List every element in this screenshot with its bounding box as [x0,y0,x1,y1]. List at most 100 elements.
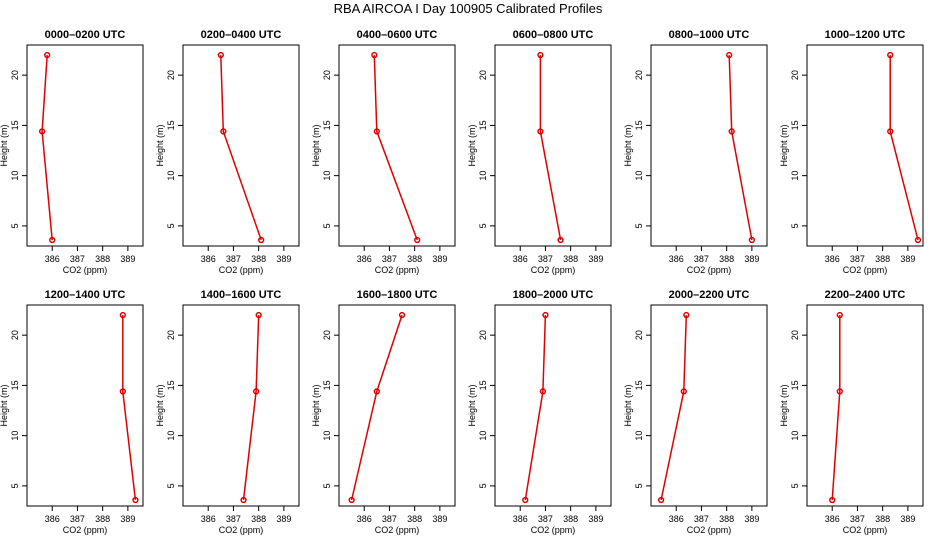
x-tick-label: 387 [382,254,397,264]
plot-frame [26,44,144,247]
profile-point [683,311,690,319]
y-tick-label: 5 [166,223,176,228]
y-tick-label: 15 [634,380,644,390]
x-tick-label: 389 [432,254,447,264]
y-tick-label: 15 [790,120,800,130]
panel-title: 0400–0600 UTC [357,29,438,41]
profile-point [119,388,126,395]
plot-frame [338,304,456,507]
y-tick-label: 5 [322,483,332,488]
panel-title: 0800–1000 UTC [669,29,750,41]
x-axis-label: CO2 (ppm) [375,525,420,535]
plot-frame [650,44,768,247]
y-tick-label: 20 [478,70,488,80]
x-tick-label: 386 [825,514,840,524]
profile-point [557,236,564,244]
x-tick-label: 386 [513,514,528,524]
y-tick-label: 5 [478,223,488,228]
profile-point [119,311,126,319]
x-tick-label: 386 [45,254,60,264]
profile-line [41,55,53,241]
y-tick-label: 5 [10,483,20,488]
x-axis-label: CO2 (ppm) [63,265,108,275]
y-tick-label: 5 [166,483,176,488]
y-axis-label: Height (m) [311,124,321,166]
y-tick-label: 10 [634,171,644,181]
plot-frame [494,304,612,507]
y-tick-label: 15 [478,380,488,390]
profile-point [522,496,529,504]
panel-title: 1000–1200 UTC [825,29,906,41]
x-tick-label: 389 [744,254,759,264]
plot-frame [494,44,612,247]
profile-line [524,315,547,501]
y-tick-label: 20 [790,70,800,80]
profile-point [914,236,922,244]
plot-frame [182,44,300,247]
profile-panel-3: 0400–0600 UTC 386 387 388 389 CO2 (ppm) 5 10 15 2… [311,29,456,275]
y-tick-label: 10 [634,431,644,441]
y-axis-label: Height (m) [0,124,9,166]
profile-point [398,311,406,319]
profile-point [836,311,843,319]
y-tick-label: 20 [478,330,488,340]
profile-point [217,51,224,59]
y-tick-label: 15 [634,120,644,130]
x-tick-label: 387 [382,514,397,524]
profile-point [38,128,46,135]
x-tick-label: 387 [70,514,85,524]
y-tick-label: 5 [634,223,644,228]
profile-line [539,55,562,241]
x-tick-label: 388 [875,254,890,264]
x-axis-label: CO2 (ppm) [687,525,732,535]
plot-frame [338,44,456,247]
y-tick-label: 15 [10,380,20,390]
x-tick-label: 388 [563,254,578,264]
x-axis-label: CO2 (ppm) [63,525,108,535]
y-tick-label: 5 [322,223,332,228]
profile-line [728,55,753,241]
x-tick-label: 389 [120,254,135,264]
profile-point [680,388,687,395]
y-tick-label: 10 [166,431,176,441]
panel-title: 2200–2400 UTC [825,289,906,301]
profile-point [728,128,735,135]
profile-panel-9: 1600–1800 UTC 386 387 388 389 CO2 (ppm) 5 10 15 2… [311,289,456,535]
profile-point [539,388,547,395]
profile-panel-12: 2200–2400 UTC 386 387 388 389 CO2 (ppm) 5 10 15 2… [779,289,924,535]
profile-point [255,311,262,319]
y-tick-label: 10 [10,431,20,441]
y-tick-label: 15 [166,380,176,390]
profile-panel-10: 1800–2000 UTC 386 387 388 389 CO2 (ppm) 5 10 15 2… [467,289,612,535]
profile-panel-11: 2000–2200 UTC 386 387 388 389 CO2 (ppm) 5 10 15 2… [623,289,768,535]
profile-point [220,128,227,135]
y-tick-label: 20 [166,70,176,80]
y-tick-label: 20 [790,330,800,340]
x-tick-label: 388 [407,514,422,524]
profile-point [44,51,51,59]
profile-point [414,236,421,244]
profile-panel-7: 1200–1400 UTC 386 387 388 389 CO2 (ppm) 5 10 15 2… [0,289,144,535]
y-axis-label: Height (m) [311,384,321,426]
profile-line [220,55,262,241]
profile-point [887,128,894,135]
y-axis-label: Height (m) [467,384,477,426]
x-tick-label: 389 [588,514,603,524]
panel-title: 2000–2200 UTC [669,289,750,301]
x-tick-label: 387 [538,254,553,264]
x-tick-label: 386 [513,254,528,264]
x-tick-label: 388 [95,254,110,264]
x-tick-label: 389 [432,514,447,524]
x-tick-label: 389 [276,254,291,264]
x-tick-label: 389 [900,254,915,264]
y-tick-label: 10 [478,431,488,441]
profile-point [887,51,894,59]
profile-point [542,311,549,319]
profile-point [371,51,378,59]
y-tick-label: 20 [634,330,644,340]
profile-point [726,51,733,59]
y-tick-label: 20 [634,70,644,80]
profile-point [537,128,544,135]
y-tick-label: 20 [10,70,20,80]
